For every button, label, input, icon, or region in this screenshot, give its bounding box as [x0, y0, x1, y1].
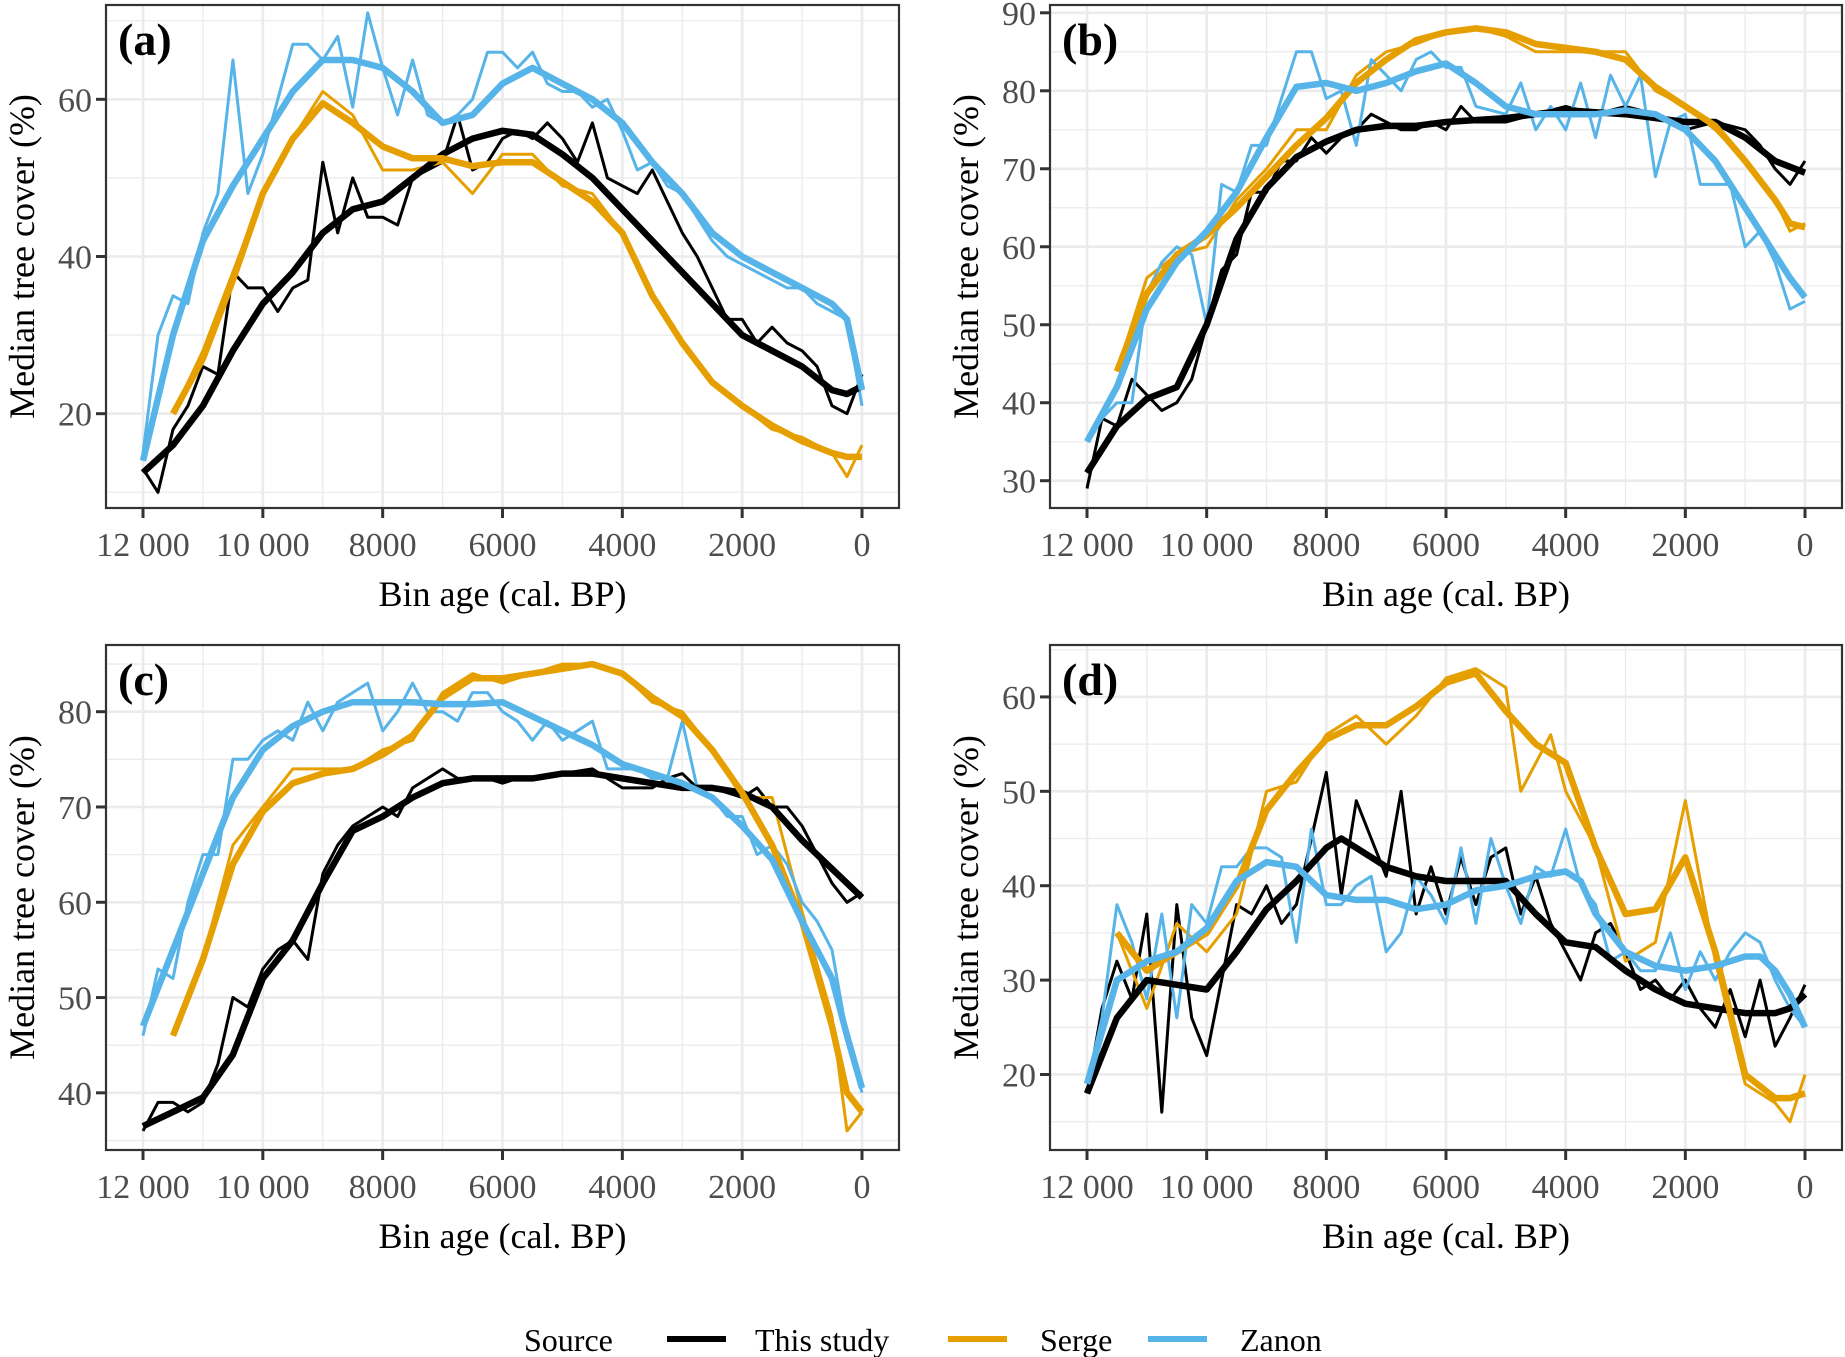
- x-tick-label: 12 000: [96, 527, 190, 564]
- x-axis-title: Bin age (cal. BP): [379, 574, 627, 614]
- y-tick-label: 50: [58, 981, 92, 1018]
- x-axis-title: Bin age (cal. BP): [1322, 1216, 1570, 1256]
- y-tick-label: 70: [58, 790, 92, 827]
- series-line-zanon-raw: [1085, 50, 1806, 443]
- x-tick-label: 10 000: [216, 527, 310, 564]
- x-tick-label: 6000: [1412, 1169, 1480, 1206]
- y-tick-label: 60: [58, 82, 92, 119]
- series-line-this-study-smooth: [1083, 835, 1808, 1095]
- y-tick-label: 40: [58, 240, 92, 277]
- y-tick-label: 20: [1002, 1057, 1036, 1094]
- legend-item-this-study[interactable]: This study: [667, 1322, 889, 1357]
- y-tick-label: 30: [1002, 464, 1036, 501]
- x-tick-label: 2000: [708, 527, 776, 564]
- x-tick-label: 4000: [1532, 527, 1600, 564]
- x-tick-label: 2000: [708, 1169, 776, 1206]
- series-line-zanon-raw: [141, 681, 864, 1094]
- x-tick-label: 4000: [1532, 1169, 1600, 1206]
- panel-a: 12 000 10 000 8000 6000 4000 2000 0 20 40 60 Bin a…: [2, 3, 901, 614]
- y-tick-label: 60: [1002, 230, 1036, 267]
- x-tick-label: 12 000: [1040, 527, 1134, 564]
- series-line-this-study-smooth: [140, 127, 864, 475]
- x-tick-label: 10 000: [216, 1169, 310, 1206]
- panel-label-b: (b): [1062, 14, 1118, 65]
- y-axis-title: Median tree cover (%): [2, 94, 42, 419]
- legend-label-zanon: Zanon: [1240, 1322, 1322, 1357]
- x-tick-label: 4000: [588, 1169, 656, 1206]
- x-tick-label: 12 000: [96, 1169, 190, 1206]
- x-tick-label: 2000: [1651, 527, 1719, 564]
- panel-d: 12 000 10 000 8000 6000 4000 2000 0 20 30 40 50 60 B…: [946, 643, 1844, 1256]
- series-line-zanon-smooth: [1083, 858, 1808, 1085]
- x-tick-label: 8000: [1292, 1169, 1360, 1206]
- series-line-zanon-smooth: [1084, 60, 1808, 444]
- panel-label-d: (d): [1062, 654, 1118, 705]
- y-tick-label: 40: [58, 1076, 92, 1113]
- x-tick-label: 6000: [469, 1169, 537, 1206]
- x-tick-label: 2000: [1651, 1169, 1719, 1206]
- y-tick-label: 40: [1002, 386, 1036, 423]
- x-tick-label: 8000: [349, 527, 417, 564]
- series-line-zanon-smooth: [139, 56, 866, 462]
- y-tick-label: 40: [1002, 869, 1036, 906]
- x-axis-title: Bin age (cal. BP): [1322, 574, 1570, 614]
- x-tick-label: 10 000: [1160, 527, 1254, 564]
- y-tick-label: 60: [58, 885, 92, 922]
- panel-label-c: (c): [118, 654, 169, 705]
- y-tick-label: 80: [58, 695, 92, 732]
- x-tick-label: 6000: [1412, 527, 1480, 564]
- panel-b: 12 000 10 000 8000 6000 4000 2000 0 30 40 50 60 70 8…: [946, 0, 1844, 614]
- x-tick-label: 8000: [1292, 527, 1360, 564]
- panel-c: 12 000 10 000 8000 6000 4000 2000 0 40 50 60 70 80 B…: [2, 643, 901, 1256]
- series-line-serge-smooth: [170, 99, 862, 461]
- series-line-this-study-raw: [1085, 770, 1807, 1114]
- x-tick-label: 0: [854, 527, 871, 564]
- series-line-serge-smooth: [169, 660, 865, 1114]
- legend-item-serge[interactable]: Serge: [948, 1322, 1112, 1357]
- legend-item-zanon[interactable]: Zanon: [1148, 1322, 1322, 1357]
- x-tick-label: 8000: [349, 1169, 417, 1206]
- panel-label-a: (a): [118, 14, 172, 65]
- series-line-zanon-smooth: [139, 698, 866, 1089]
- x-tick-label: 4000: [588, 527, 656, 564]
- y-tick-label: 90: [1002, 0, 1036, 33]
- y-tick-label: 30: [1002, 963, 1036, 1000]
- y-axis-title: Median tree cover (%): [2, 735, 42, 1060]
- legend-label-this-study: This study: [755, 1322, 889, 1357]
- series-line-this-study-raw: [141, 113, 864, 494]
- x-tick-label: 0: [1797, 1169, 1814, 1206]
- x-tick-label: 6000: [469, 527, 537, 564]
- y-tick-label: 20: [58, 397, 92, 434]
- legend-label-serge: Serge: [1040, 1322, 1112, 1357]
- x-axis-title: Bin age (cal. BP): [379, 1216, 627, 1256]
- x-tick-label: 12 000: [1040, 1169, 1134, 1206]
- y-tick-label: 50: [1002, 774, 1036, 811]
- series-line-zanon-raw: [141, 11, 864, 454]
- y-tick-label: 60: [1002, 680, 1036, 717]
- y-axis-title: Median tree cover (%): [946, 735, 986, 1060]
- y-axis-title: Median tree cover (%): [946, 94, 986, 419]
- y-tick-label: 70: [1002, 152, 1036, 189]
- x-tick-label: 0: [854, 1169, 871, 1206]
- series-line-serge-smooth: [1113, 25, 1806, 373]
- y-tick-label: 80: [1002, 74, 1036, 111]
- legend: Source This study Serge Zanon: [524, 1322, 1322, 1357]
- legend-title: Source: [524, 1322, 613, 1357]
- y-tick-label: 50: [1002, 308, 1036, 345]
- x-tick-label: 0: [1797, 527, 1814, 564]
- x-tick-label: 10 000: [1160, 1169, 1254, 1206]
